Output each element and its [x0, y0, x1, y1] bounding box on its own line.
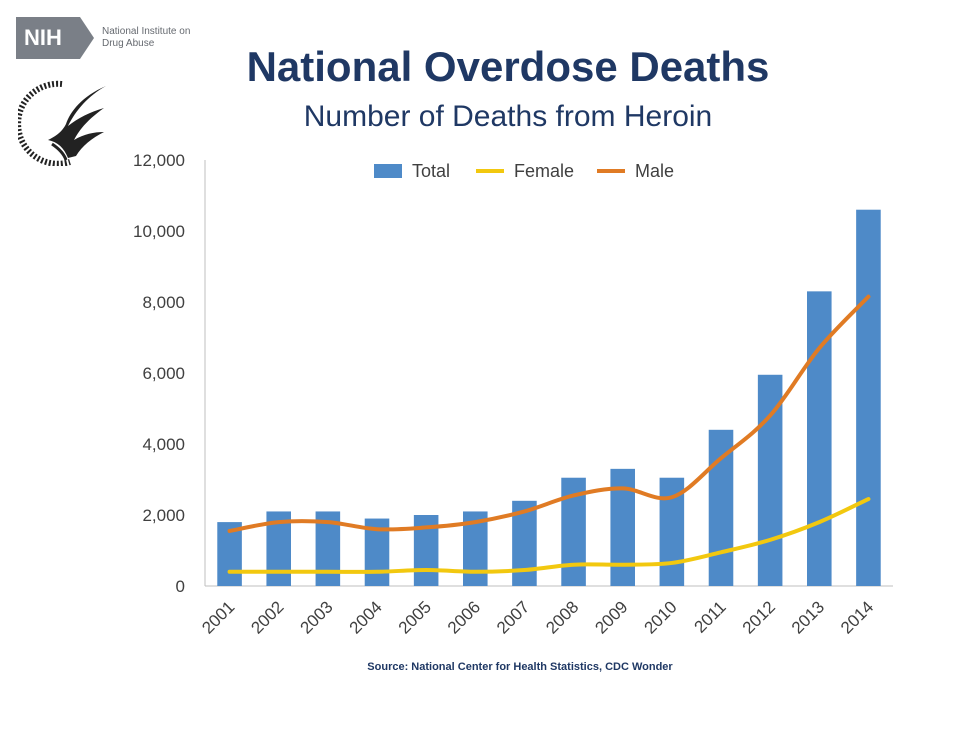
- series-line-male: [227, 294, 871, 533]
- y-tick-label: 10,000: [133, 222, 185, 241]
- y-tick-label: 4,000: [142, 435, 185, 454]
- legend-label-female: Female: [514, 161, 574, 181]
- x-tick-label: 2008: [542, 597, 582, 637]
- chart-subtitle: Number of Deaths from Heroin: [303, 100, 713, 133]
- x-tick-label: 2014: [837, 597, 877, 637]
- hhs-seal-icon: [18, 80, 106, 166]
- legend-label-male: Male: [635, 161, 674, 181]
- nih-logo: NIH National Institute on Drug Abuse: [16, 17, 192, 59]
- bar-total: [757, 374, 783, 586]
- chart-title: National Overdose Deaths: [246, 43, 770, 90]
- x-tick-label: 2004: [346, 597, 386, 637]
- y-tick-label: 6,000: [142, 364, 185, 383]
- x-tick-label: 2011: [691, 597, 730, 636]
- x-tick-label: 2003: [297, 597, 337, 637]
- series-line-female: [227, 497, 871, 574]
- bar-total: [856, 209, 881, 586]
- x-tick-label: 2012: [739, 597, 779, 637]
- nih-logo-mark: NIH: [16, 17, 94, 59]
- chart-source: Source: National Center for Health Stati…: [367, 661, 673, 673]
- x-tick-label: 2006: [444, 597, 484, 637]
- legend-swatch-total: [374, 164, 402, 178]
- x-tick-label: 2007: [493, 597, 533, 637]
- x-tick-label: 2005: [395, 597, 435, 637]
- y-tick-label: 2,000: [142, 506, 185, 525]
- y-tick-label: 8,000: [142, 293, 185, 312]
- x-tick-label: 2013: [788, 597, 828, 637]
- x-tick-label: 2001: [198, 597, 238, 637]
- nih-institute-name: National Institute on Drug Abuse: [102, 26, 191, 49]
- x-tick-label: 2002: [247, 597, 287, 637]
- legend-label-total: Total: [412, 161, 450, 181]
- y-tick-label: 0: [176, 577, 185, 596]
- x-tick-label: 2009: [591, 597, 631, 637]
- y-tick-label: 12,000: [133, 151, 185, 170]
- x-tick-label: 2010: [641, 597, 681, 637]
